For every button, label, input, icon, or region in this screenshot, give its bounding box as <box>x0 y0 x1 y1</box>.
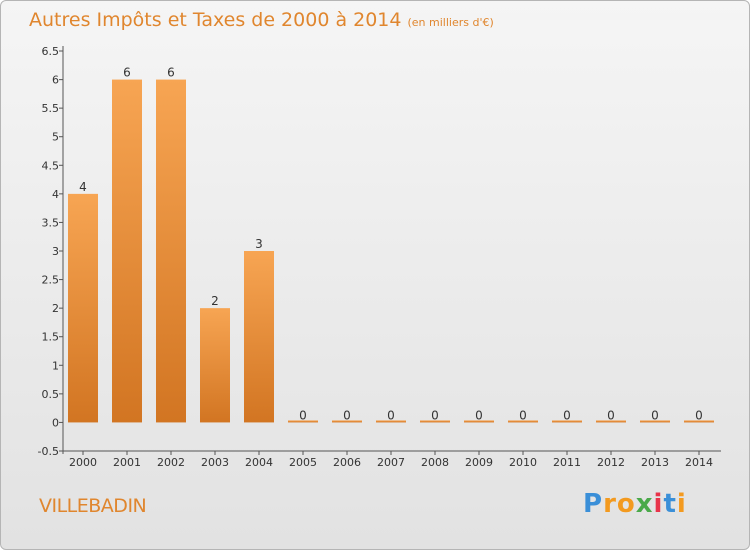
bars-layer <box>68 79 714 423</box>
data-label: 0 <box>387 408 395 422</box>
bar <box>684 420 714 423</box>
x-tick-label: 2013 <box>641 456 669 469</box>
logo-letter: i <box>653 489 664 519</box>
data-label: 6 <box>167 66 175 80</box>
data-label: 0 <box>431 408 439 422</box>
bar <box>640 420 670 423</box>
x-tick-label: 2004 <box>245 456 273 469</box>
data-label: 4 <box>79 180 87 194</box>
x-tick-label: 2007 <box>377 456 405 469</box>
bar <box>376 420 406 423</box>
bar <box>596 420 626 423</box>
axes-layer <box>59 46 721 455</box>
bar <box>552 420 582 423</box>
logo-letter: P <box>583 489 604 519</box>
data-label: 0 <box>607 408 615 422</box>
x-tick-label: 2002 <box>157 456 185 469</box>
chart-title: Autres Impôts et Taxes de 2000 à 2014 <box>29 9 402 31</box>
logo-letter: t <box>663 489 677 519</box>
data-label: 3 <box>255 237 263 251</box>
y-tick-label: 1 <box>52 359 59 372</box>
chart-unit: (en milliers d'€) <box>407 16 494 29</box>
x-tick-label: 2011 <box>553 456 581 469</box>
y-tick-label: 0.5 <box>42 388 60 401</box>
y-tick-label: 1.5 <box>42 331 60 344</box>
y-tick-label: 2 <box>52 302 59 315</box>
y-tick-label: 5.5 <box>42 102 60 115</box>
data-label: 0 <box>299 408 307 422</box>
x-tick-label: 2014 <box>685 456 713 469</box>
data-label: 0 <box>343 408 351 422</box>
y-tick-label: 3 <box>52 245 59 258</box>
y-tick-label: 0 <box>52 416 59 429</box>
x-tick-label: 2000 <box>69 456 97 469</box>
data-label: 0 <box>563 408 571 422</box>
commune-name: VILLEBADIN <box>39 495 147 517</box>
data-label: 2 <box>211 294 219 308</box>
logo-letter: o <box>616 489 636 519</box>
x-tick-label: 2005 <box>289 456 317 469</box>
labels-layer: 4 6 6 2 3 0 0 0 0 0 0 0 0 0 0 -0.5 0 0.5 1 1.5 2 2.5 3 3.5 4 4.5 5… <box>38 45 713 469</box>
chart-title-line: Autres Impôts et Taxes de 2000 à 2014 (en… <box>29 9 494 31</box>
proxiti-logo[interactable]: Proxiti <box>583 489 687 519</box>
x-tick-label: 2008 <box>421 456 449 469</box>
x-tick-label: 2006 <box>333 456 361 469</box>
bar <box>156 79 186 423</box>
data-label: 0 <box>651 408 659 422</box>
bar <box>200 308 230 423</box>
x-tick-label: 2003 <box>201 456 229 469</box>
bar <box>332 420 362 423</box>
y-tick-label: 3.5 <box>42 216 60 229</box>
y-tick-label: 2.5 <box>42 274 60 287</box>
data-label: 0 <box>695 408 703 422</box>
x-tick-label: 2009 <box>465 456 493 469</box>
bar <box>508 420 538 423</box>
x-tick-label: 2001 <box>113 456 141 469</box>
bar <box>288 420 318 423</box>
y-tick-label: 4 <box>52 188 59 201</box>
x-tick-label: 2012 <box>597 456 625 469</box>
bar <box>420 420 450 423</box>
x-tick-label: 2010 <box>509 456 537 469</box>
logo-letter: r <box>603 489 617 519</box>
y-tick-label: 6 <box>52 74 59 87</box>
data-label: 6 <box>123 66 131 80</box>
bar <box>68 193 98 423</box>
bar <box>112 79 142 423</box>
data-label: 0 <box>475 408 483 422</box>
y-tick-label: 6.5 <box>42 45 60 58</box>
y-tick-label: -0.5 <box>38 445 59 458</box>
logo-letter: i <box>676 489 687 519</box>
bar <box>464 420 494 423</box>
y-tick-label: 5 <box>52 131 59 144</box>
y-tick-label: 4.5 <box>42 159 60 172</box>
data-label: 0 <box>519 408 527 422</box>
bar <box>244 251 274 423</box>
logo-letter: x <box>635 489 654 519</box>
